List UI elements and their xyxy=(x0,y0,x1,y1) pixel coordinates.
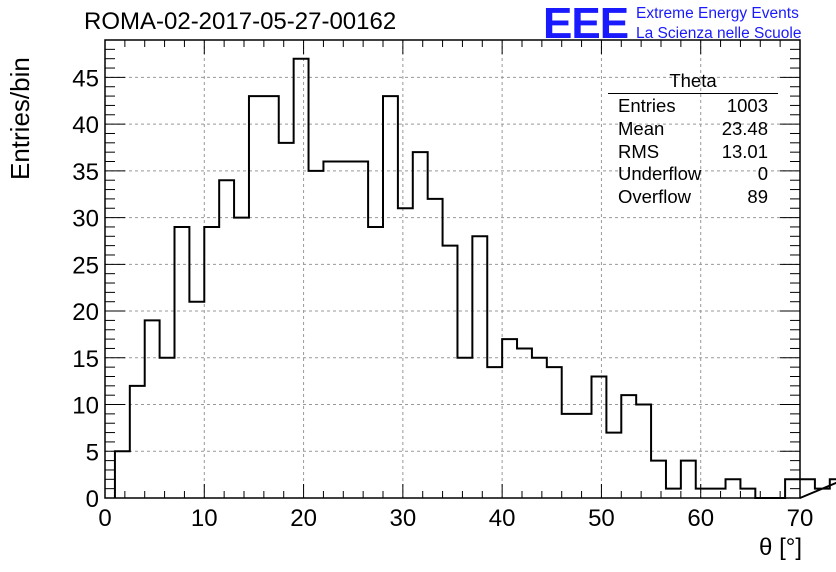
x-tick-label: 40 xyxy=(489,505,516,532)
stats-value: 0 xyxy=(757,163,768,185)
histogram-bin xyxy=(249,96,264,498)
y-tick-label: 20 xyxy=(72,299,99,326)
axis-ticks xyxy=(104,39,801,499)
x-tick-label: 70 xyxy=(787,505,814,532)
x-tick-label: 30 xyxy=(390,505,417,532)
histogram-bin xyxy=(457,358,472,498)
y-tick-labels: 0 5 10 15 20 25 30 35 40 45 xyxy=(72,65,99,513)
histogram-bin xyxy=(577,414,592,498)
x-tick-label: 0 xyxy=(98,505,111,532)
stats-label: Underflow xyxy=(618,163,702,185)
histogram-bin xyxy=(145,320,160,498)
stats-label: Overflow xyxy=(618,186,691,208)
stats-row: Mean 23.48 xyxy=(608,118,778,141)
stats-row: Overflow 89 xyxy=(608,186,778,209)
histogram-bin xyxy=(592,376,607,498)
logo-line-1: Extreme Energy Events xyxy=(636,5,799,22)
histogram-bin xyxy=(160,358,175,498)
y-tick-label: 40 xyxy=(72,112,99,139)
stats-value: 13.01 xyxy=(721,140,768,162)
y-tick-label: 0 xyxy=(86,486,99,513)
histogram-bin xyxy=(204,227,219,498)
stats-title: Theta xyxy=(608,70,778,94)
histogram-bin xyxy=(279,143,294,498)
histogram-bin xyxy=(726,479,741,498)
histogram-bin xyxy=(398,208,413,498)
histogram-bin xyxy=(711,489,726,498)
histogram-bin xyxy=(621,395,636,498)
stats-label: Mean xyxy=(618,117,665,139)
histogram-bin xyxy=(353,162,368,498)
histogram-bin xyxy=(740,489,755,498)
histogram-bin xyxy=(383,96,398,498)
histogram-bin xyxy=(696,489,711,498)
histogram-bin xyxy=(130,386,145,498)
y-tick-label: 5 xyxy=(86,439,99,466)
x-tick-label: 20 xyxy=(290,505,317,532)
histogram-bin xyxy=(309,171,324,498)
histogram-bin xyxy=(338,162,353,498)
x-tick-labels: 0 10 20 30 40 50 60 70 xyxy=(98,505,813,532)
y-tick-label: 15 xyxy=(72,346,99,373)
histogram-bin xyxy=(562,414,577,498)
histogram-bin xyxy=(502,339,517,498)
plot-frame xyxy=(104,39,801,499)
histogram-bin xyxy=(264,96,279,498)
histogram-bin xyxy=(368,227,383,498)
histogram-bin xyxy=(219,180,234,498)
grid-lines xyxy=(105,40,800,498)
histogram-bin xyxy=(115,451,130,498)
histogram-bin xyxy=(651,461,666,498)
y-tick-label: 30 xyxy=(72,206,99,233)
y-tick-label: 45 xyxy=(72,65,99,92)
stats-row: RMS 13.01 xyxy=(608,141,778,164)
histogram-bin xyxy=(636,405,651,498)
logo-text: Extreme Energy Events La Scienza nelle S… xyxy=(636,4,801,44)
stats-row: Underflow 0 xyxy=(608,163,778,186)
histogram-bin xyxy=(517,348,532,498)
histogram-bin xyxy=(234,218,249,498)
histogram-bin xyxy=(428,199,443,498)
stats-value: 1003 xyxy=(726,95,768,116)
histogram-bin xyxy=(443,246,458,498)
histogram-bin xyxy=(413,152,428,498)
stats-label: RMS xyxy=(618,140,660,162)
histogram-bin xyxy=(294,59,309,498)
eee-logo: EEE xyxy=(543,0,629,48)
x-tick-label: 60 xyxy=(687,505,714,532)
histogram-bin xyxy=(472,236,487,498)
stats-value: 23.48 xyxy=(721,117,768,139)
histogram-bin xyxy=(547,367,562,498)
histogram-bin xyxy=(666,489,681,498)
stats-value: 89 xyxy=(747,186,768,208)
y-tick-label: 35 xyxy=(72,159,99,186)
x-tick-label: 10 xyxy=(191,505,218,532)
stats-label: Entries xyxy=(618,95,676,116)
histogram-bin xyxy=(681,461,696,498)
y-axis-label: Entries/bin xyxy=(5,57,35,180)
y-tick-label: 25 xyxy=(72,252,99,279)
x-axis-label: θ [°] xyxy=(759,534,802,561)
histogram-bin xyxy=(606,433,621,498)
chart-title: ROMA-02-2017-05-27-00162 xyxy=(84,8,397,35)
histogram-bin xyxy=(175,227,190,498)
histogram-bin xyxy=(323,162,338,498)
y-tick-label: 10 xyxy=(72,393,99,420)
histogram-bin xyxy=(487,367,502,498)
x-tick-label: 50 xyxy=(588,505,615,532)
histogram-bin xyxy=(189,302,204,498)
logo-line-2: La Scienza nelle Scuole xyxy=(636,25,802,42)
stats-box: Theta Entries 1003 Mean 23.48 RMS 13.01 Und… xyxy=(608,70,778,209)
histogram-bin xyxy=(532,358,547,498)
histogram-outline xyxy=(113,57,836,499)
stats-row: Entries 1003 xyxy=(608,95,778,118)
